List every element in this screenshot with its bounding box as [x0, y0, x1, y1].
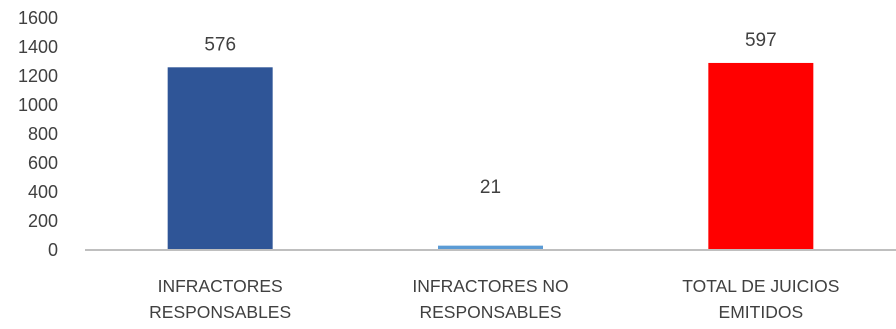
x-tick-label: TOTAL DE JUICIOS EMITIDOS	[682, 276, 839, 322]
y-tick-label: 0	[48, 240, 58, 260]
data-label: 597	[745, 30, 777, 51]
y-tick-label: 400	[28, 182, 58, 202]
data-label: 21	[480, 177, 501, 198]
x-axis: INFRACTORES RESPONSABLES INFRACTORES NO RES…	[149, 276, 839, 322]
bar	[167, 67, 273, 250]
y-tick-label: 1400	[18, 37, 58, 57]
y-tick-label: 200	[28, 211, 58, 231]
y-tick-label: 1000	[18, 95, 58, 115]
bars	[167, 62, 814, 251]
y-tick-label: 1200	[18, 66, 58, 86]
bar	[708, 62, 814, 251]
data-label: 576	[204, 34, 236, 55]
bar	[438, 245, 543, 250]
x-tick-label: INFRACTORES RESPONSABLES	[149, 276, 291, 322]
y-tick-label: 1600	[18, 8, 58, 28]
x-tick-label: INFRACTORES NO RESPONSABLES	[412, 276, 568, 322]
y-tick-label: 800	[28, 124, 58, 144]
y-tick-label: 600	[28, 153, 58, 173]
y-axis: 0 200 400 600 800 1000 1200 1400 1600	[18, 8, 58, 260]
data-labels: 576 21 597	[204, 30, 776, 198]
